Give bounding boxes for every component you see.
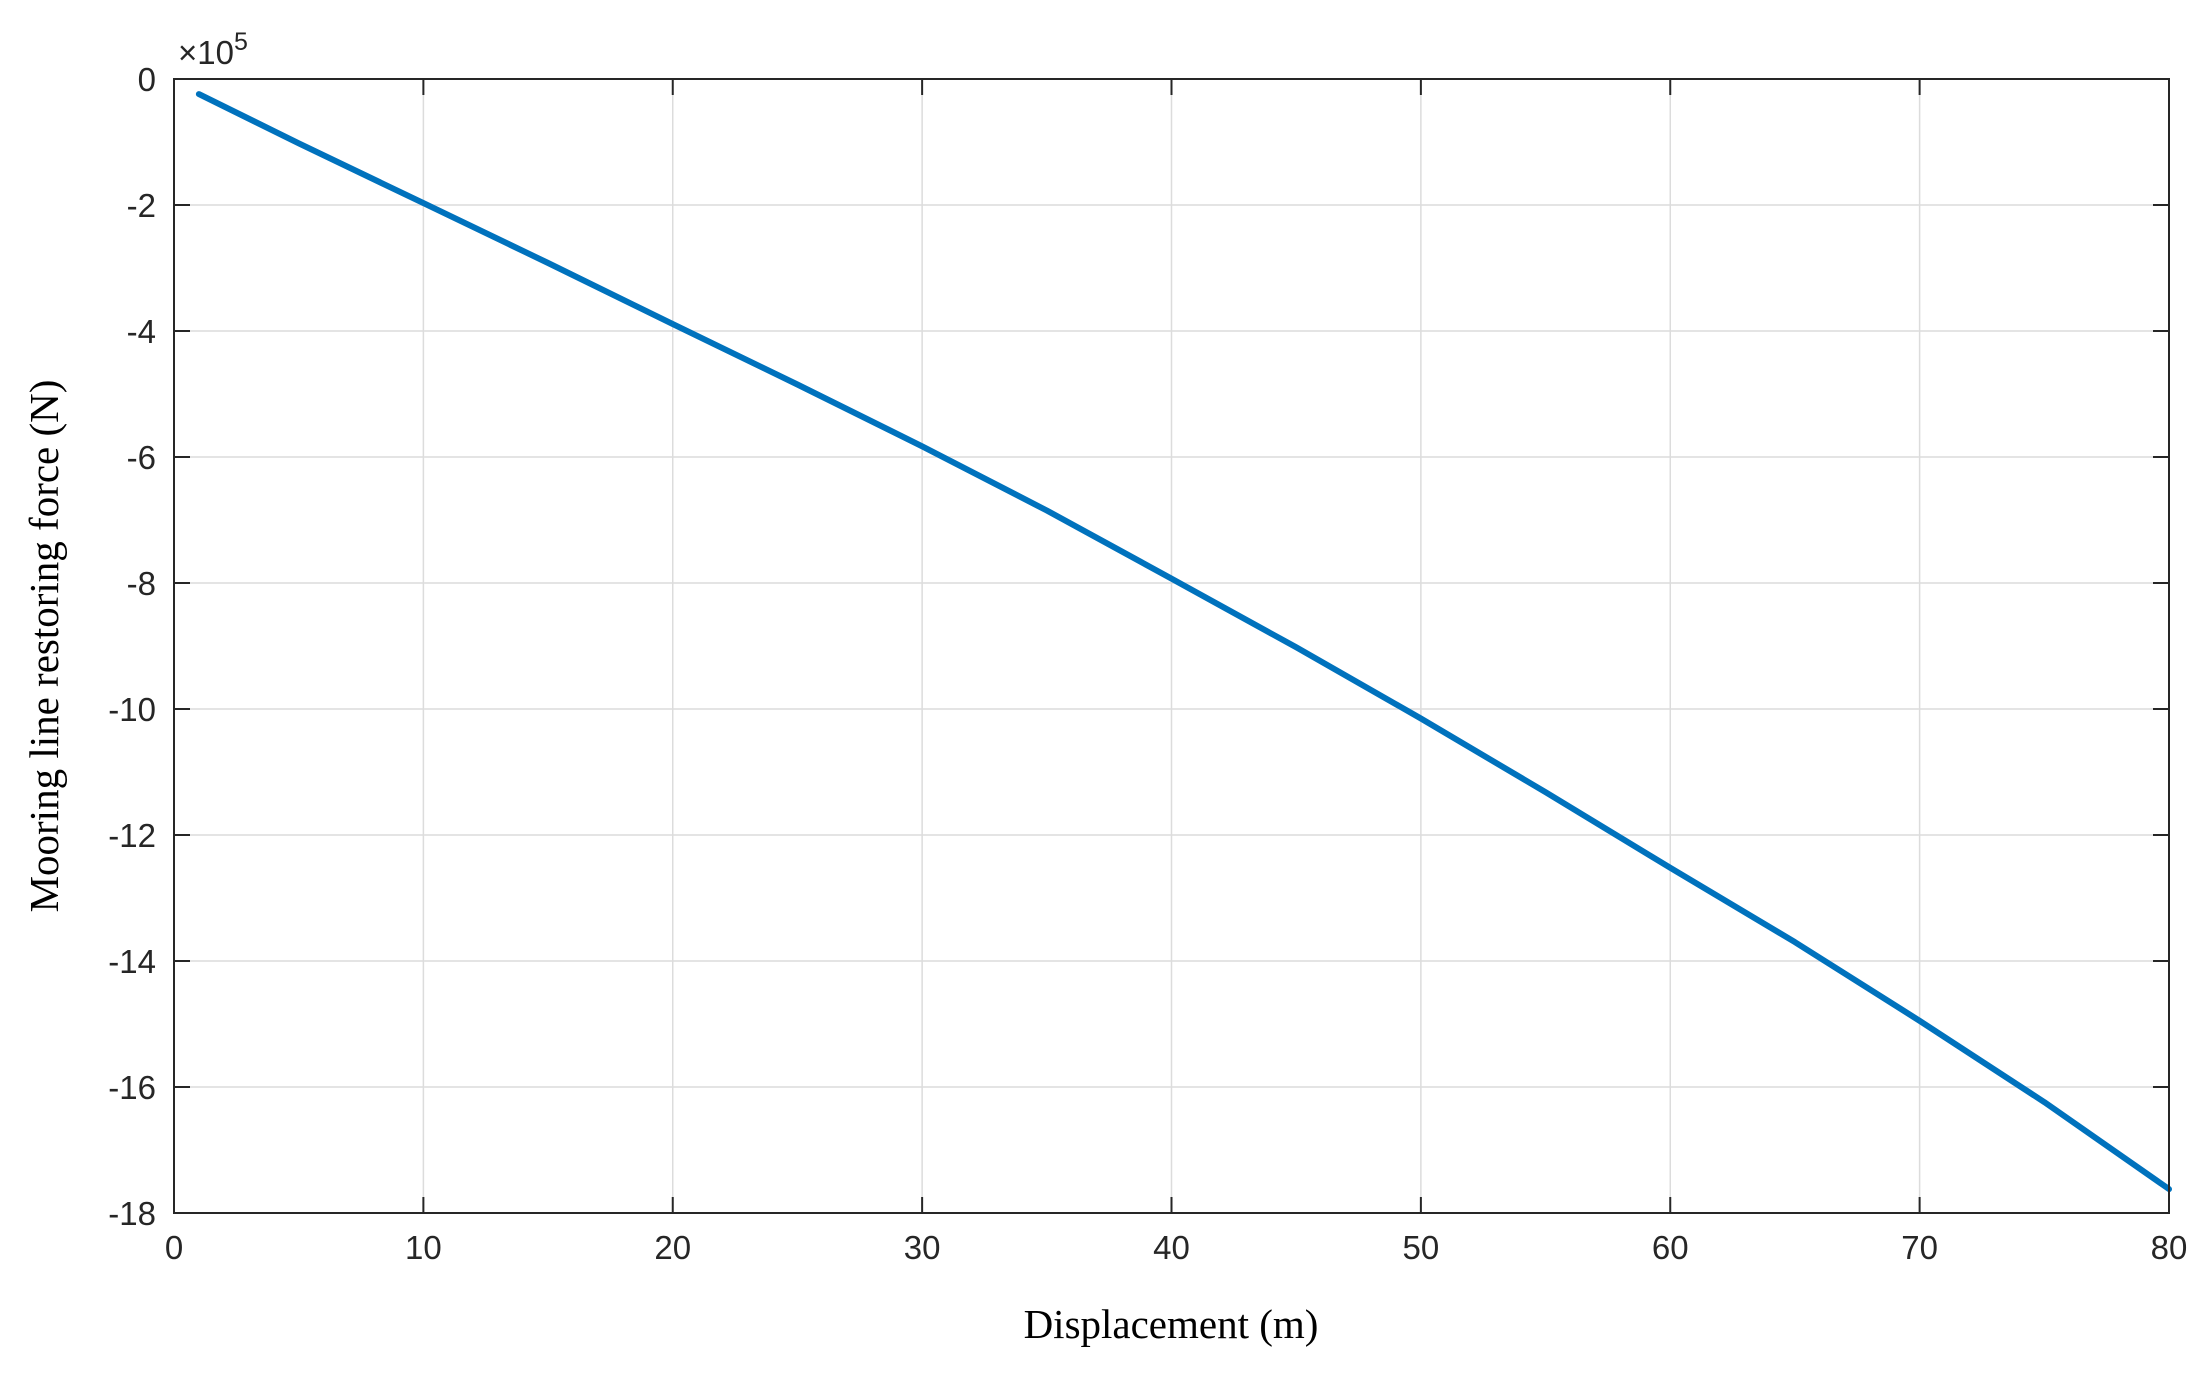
y-exponent-power: 5	[234, 28, 248, 56]
y-tick-label: -6	[127, 439, 156, 476]
y-tick-label: 0	[138, 61, 156, 98]
y-tick-label: -14	[108, 943, 156, 980]
x-tick-label: 50	[1403, 1229, 1440, 1266]
y-tick-label: -18	[108, 1195, 156, 1232]
x-tick-label: 80	[2151, 1229, 2188, 1266]
y-exponent-label: ×105	[178, 28, 248, 71]
y-tick-label: -8	[127, 565, 156, 602]
series-group	[195, 91, 2172, 1193]
y-tick-label: -4	[127, 313, 156, 350]
series-line	[195, 91, 2172, 1193]
y-tick-label: -16	[108, 1069, 156, 1106]
y-tick-label: -2	[127, 187, 156, 224]
x-tick-label: 40	[1153, 1229, 1190, 1266]
x-tick-label: 30	[904, 1229, 941, 1266]
y-axis-title: Mooring line restoring force (N)	[21, 380, 67, 913]
grid-lines	[174, 79, 2169, 1213]
x-tick-label: 60	[1652, 1229, 1689, 1266]
x-tick-label: 20	[654, 1229, 691, 1266]
y-tick-label: -12	[108, 817, 156, 854]
plot-frame	[173, 78, 2170, 1214]
y-tick-label: -10	[108, 691, 156, 728]
x-axis-title: Displacement (m)	[1024, 1301, 1319, 1347]
x-tick-labels: 0 10 20 30 40 50 60 70 80	[165, 1229, 2188, 1266]
x-tick-label: 0	[165, 1229, 183, 1266]
y-exponent-base: ×10	[178, 34, 234, 71]
x-tick-label: 10	[405, 1229, 442, 1266]
y-tick-labels: 0 -2 -4 -6 -8 -10 -12 -14 -16 -18	[108, 61, 156, 1232]
x-tick-label: 70	[1901, 1229, 1938, 1266]
